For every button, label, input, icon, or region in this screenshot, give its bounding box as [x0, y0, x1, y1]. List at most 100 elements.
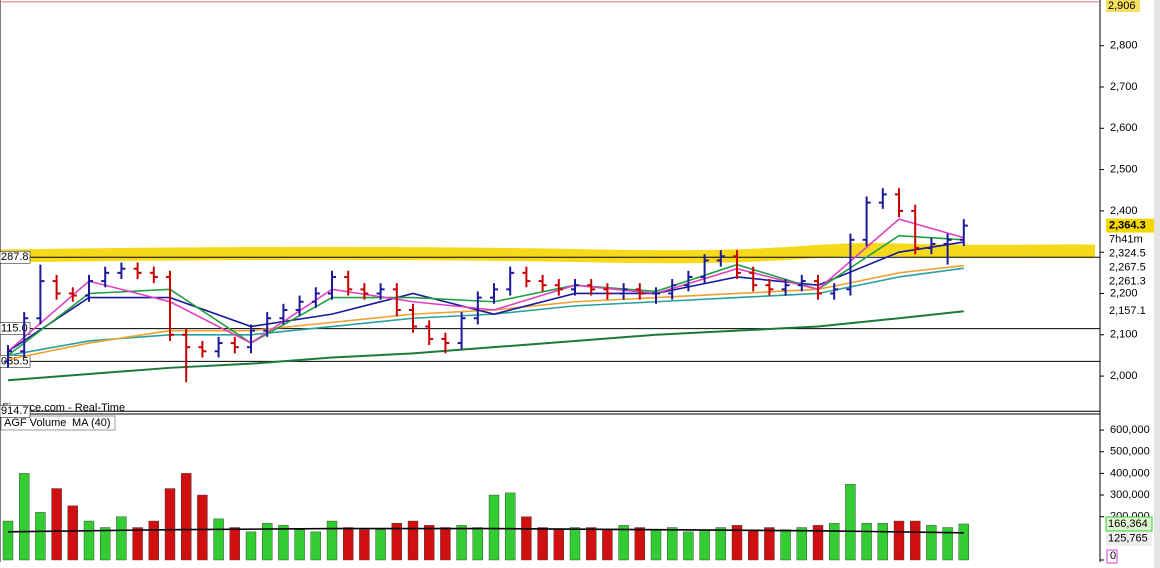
volume-bar [326, 520, 338, 561]
volume-ma-label: MA (40) [72, 417, 111, 429]
y-tick-label: 2,600 [1110, 122, 1138, 134]
volume-bar [618, 525, 629, 561]
volume-bar [845, 484, 856, 561]
volume-bar [164, 488, 176, 561]
zero-label-box [1106, 549, 1118, 564]
value-label: 2,267.5 [1109, 262, 1146, 274]
volume-bar [440, 527, 451, 561]
volume-bar [650, 529, 662, 561]
volume-bar [910, 520, 921, 561]
volume-bar [375, 529, 386, 561]
volume-bar [278, 525, 289, 561]
volume-bar [180, 473, 192, 561]
scrollbar[interactable] [1154, 0, 1160, 568]
y-tick-label: 2,700 [1110, 81, 1138, 93]
volume-bar [553, 529, 564, 561]
volume-bar [67, 505, 79, 561]
y-tick-label: 2,400 [1110, 205, 1138, 217]
level-label-box [0, 250, 31, 264]
value-label-box [1106, 246, 1154, 261]
volume-bar [812, 525, 824, 561]
value-label-box [1106, 531, 1152, 546]
volume-bar [229, 527, 241, 561]
level-label-box [0, 322, 31, 335]
value-label: 2,157.1 [1109, 305, 1146, 317]
volume-bar [780, 529, 791, 561]
volume-bar [505, 492, 516, 561]
volume-bar [764, 527, 775, 561]
volume-bar [245, 531, 257, 561]
volume-bar [602, 529, 613, 561]
y-tick-label: 2,100 [1110, 329, 1138, 341]
volume-bar [861, 522, 872, 561]
volume-bar [521, 516, 532, 561]
volume-bar [2, 520, 14, 561]
y-tick-label: 500,000 [1110, 446, 1150, 458]
volume-bar [731, 525, 743, 561]
y-tick-label: 0 [1110, 550, 1116, 562]
volume-bar [926, 525, 937, 561]
volume-bar [877, 522, 888, 561]
y-tick-label: 600,000 [1110, 424, 1150, 436]
y-tick-label: 2,000 [1110, 370, 1138, 382]
volume-bar [391, 522, 402, 561]
volume-bar [829, 522, 840, 561]
level-label: 2,906 [1108, 0, 1136, 12]
value-label-box [1106, 274, 1154, 289]
level-label: 115.0 [1, 322, 28, 334]
volume-title: AGF Volume [4, 417, 66, 429]
value-label-box [1106, 232, 1154, 247]
volume-bar [99, 527, 111, 561]
volume-bar [343, 527, 354, 561]
level-label: 914.7 [1, 405, 29, 417]
volume-bar [424, 525, 435, 561]
value-label-box [1106, 218, 1154, 233]
volume-bar [294, 529, 305, 561]
volume-bar [456, 525, 467, 561]
volume-bar [148, 520, 160, 561]
y-tick-label: 300,000 [1110, 489, 1150, 501]
level-label: 287.8 [1, 251, 29, 263]
volume-bar [537, 527, 548, 561]
volume-bar [116, 516, 127, 561]
volume-bar [796, 527, 807, 561]
value-label-box [1105, 516, 1153, 532]
volume-bar [132, 527, 143, 561]
y-tick-label: 400,000 [1110, 467, 1150, 479]
volume-bar [942, 527, 953, 561]
level-label-box [0, 405, 31, 418]
volume-bar [569, 527, 581, 561]
volume-bar [683, 531, 694, 561]
value-label: 2,364.3 [1109, 220, 1146, 232]
volume-bar [715, 527, 726, 561]
y-tick-label: 2,200 [1110, 287, 1138, 299]
volume-ma-line [7, 527, 964, 534]
volume-bar [83, 520, 95, 561]
highlight-marker [0, 243, 1096, 264]
volume-bar [634, 527, 645, 561]
level-label-box [1106, 0, 1140, 12]
moving-average-line [7, 310, 964, 382]
volume-bar [893, 520, 905, 561]
volume-bar [262, 522, 273, 561]
volume-bar [310, 531, 321, 561]
volume-bar [958, 523, 969, 561]
value-label: 125,765 [1108, 533, 1148, 545]
volume-bar [586, 527, 597, 561]
value-label: 166,364 [1108, 518, 1148, 530]
volume-bar [407, 520, 419, 561]
value-label: 2,324.5 [1109, 248, 1146, 260]
volume-bar [667, 527, 678, 561]
volume-bar [197, 494, 208, 561]
value-label: 2,261.3 [1109, 276, 1146, 288]
volume-bar [35, 512, 46, 561]
y-tick-label: 2,500 [1110, 164, 1138, 176]
volume-bar [699, 529, 710, 561]
volume-legend-box [0, 415, 116, 431]
volume-bar [359, 529, 370, 561]
y-tick-label: 2,800 [1110, 40, 1138, 52]
value-label-box [1106, 304, 1154, 319]
